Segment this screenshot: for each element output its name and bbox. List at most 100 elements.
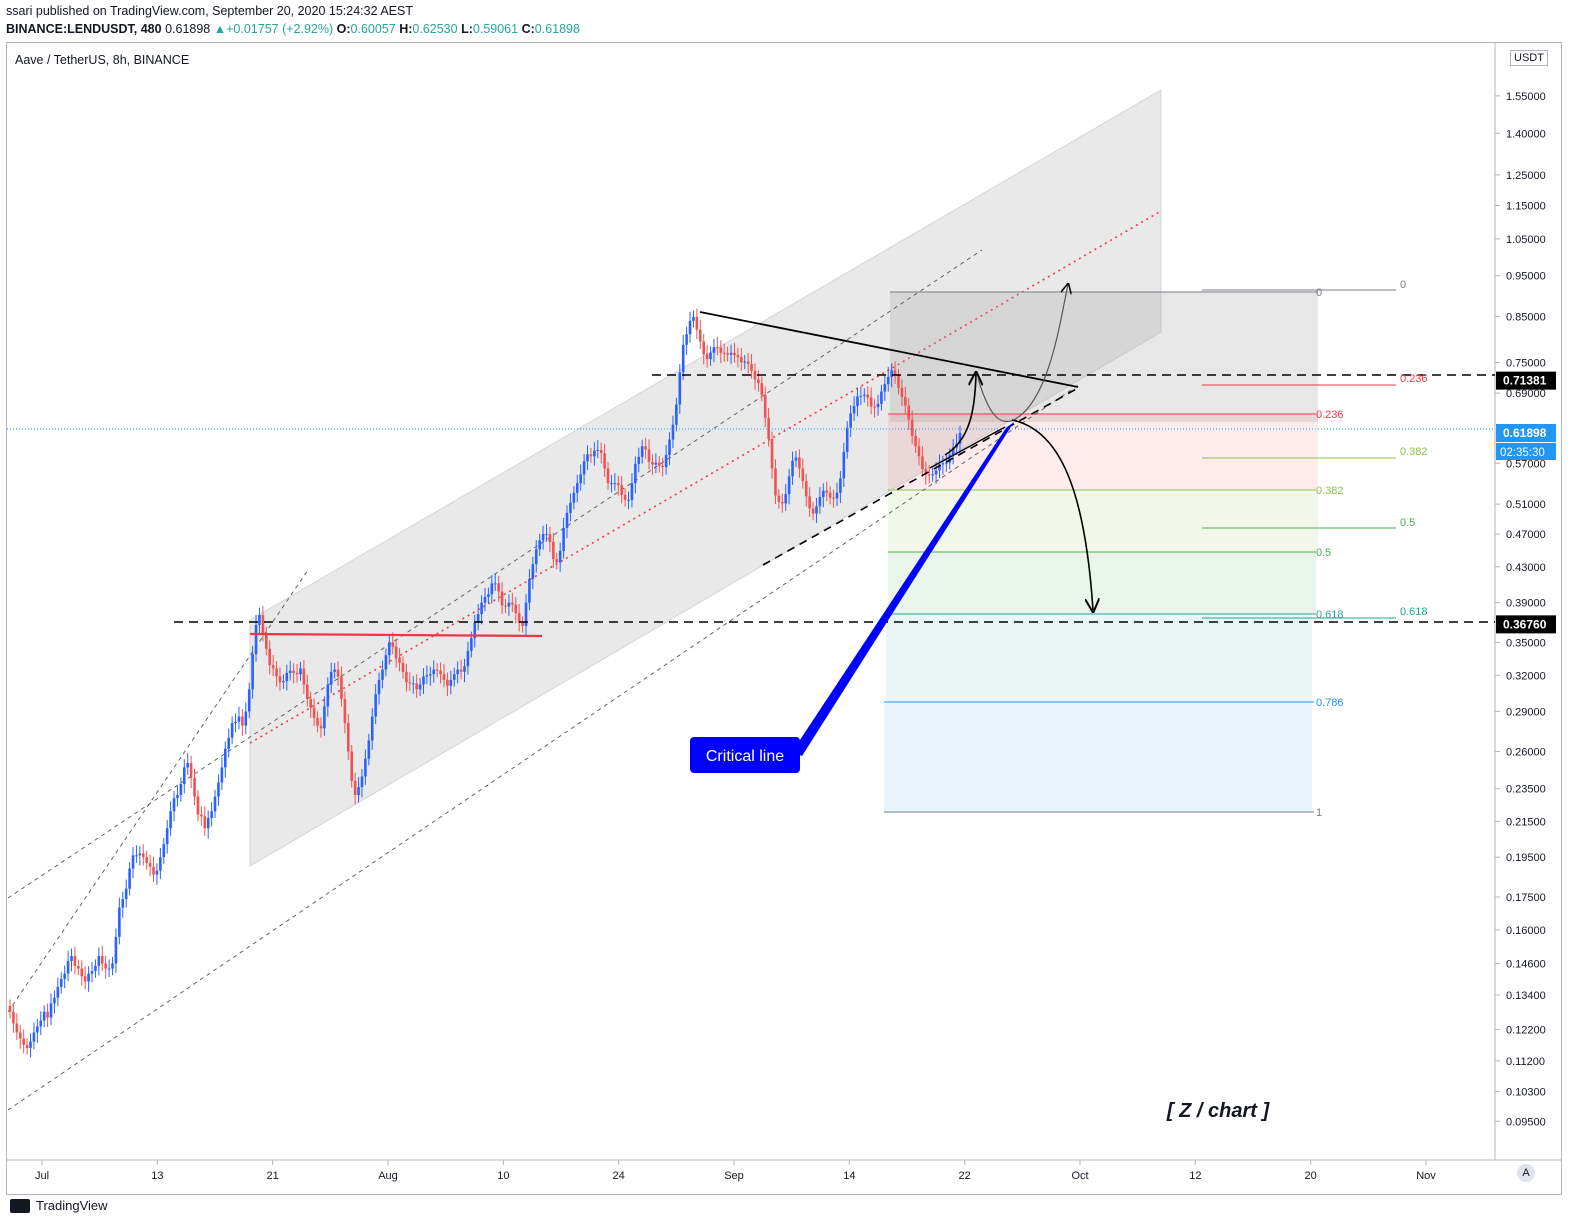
candle: [555, 552, 559, 570]
candlestick-series: [8, 308, 962, 1058]
time-axis[interactable]: Jul 13 21 Aug 10 24 Sep 14 22 Oct 12 20 Nov: [35, 1160, 1436, 1182]
candle: [459, 659, 463, 680]
candle: [538, 533, 541, 556]
fib-label-left: 0.786: [1316, 697, 1344, 709]
candle: [832, 489, 835, 508]
breakout-red-line[interactable]: [249, 632, 543, 638]
candle: [80, 960, 84, 986]
candle: [275, 661, 278, 687]
candle: [579, 464, 582, 491]
autoscale-button[interactable]: A: [1517, 1164, 1535, 1182]
candle: [692, 310, 695, 328]
candle: [951, 439, 955, 465]
candle: [507, 594, 511, 616]
candle: [801, 458, 805, 489]
candle: [729, 344, 733, 365]
critical-line-callout[interactable]: [690, 737, 800, 773]
candle: [360, 768, 364, 798]
candle: [675, 397, 678, 432]
candle: [931, 467, 934, 482]
fib-label-right: 0.5: [1400, 517, 1415, 529]
time-tick-label: Oct: [1071, 1170, 1088, 1182]
time-tick-label: 10: [497, 1170, 509, 1182]
candle: [487, 587, 490, 604]
candle: [83, 966, 87, 990]
candle: [712, 338, 716, 363]
close-value: 0.61898: [534, 22, 580, 36]
time-tick-label: Aug: [378, 1170, 398, 1182]
candle: [743, 354, 747, 370]
candle: [114, 928, 118, 973]
candle: [784, 484, 788, 511]
descending-trendline[interactable]: [699, 311, 1079, 388]
candle: [897, 368, 900, 395]
price-axis[interactable]: 1.55000 1.40000 1.25000 1.15000 1.05000 0.950…: [1495, 91, 1546, 1128]
price-tick-label: 1.40000: [1506, 128, 1546, 140]
candle: [384, 648, 388, 677]
candle: [442, 664, 446, 688]
candle: [394, 639, 398, 668]
open-value: 0.60057: [350, 22, 396, 36]
price-tick-label: 1.55000: [1506, 91, 1546, 103]
candle: [907, 398, 911, 430]
candle: [852, 396, 856, 421]
price-tick-label: 0.14600: [1506, 958, 1546, 970]
ascending-trendline[interactable]: [762, 387, 1079, 566]
candle: [200, 806, 203, 826]
price-tick-label: 0.29000: [1506, 706, 1546, 718]
candle: [326, 677, 330, 717]
candle: [25, 1038, 29, 1055]
candle: [333, 663, 336, 679]
fib-label-left: 0.5: [1316, 547, 1331, 559]
candle: [777, 489, 781, 509]
candle: [49, 993, 53, 1026]
candle: [53, 990, 56, 1014]
candle: [859, 386, 863, 405]
candle: [490, 575, 494, 604]
candle: [586, 445, 589, 470]
candle: [193, 768, 196, 806]
candle: [411, 675, 415, 694]
candle: [432, 660, 436, 683]
price-tick-label: 0.95000: [1506, 271, 1546, 283]
candle: [620, 476, 623, 504]
candle: [610, 474, 613, 493]
fib-label-left: 0.236: [1316, 409, 1344, 421]
candle: [839, 470, 842, 504]
candle: [206, 810, 210, 839]
candle: [640, 439, 644, 464]
candle: [914, 429, 917, 453]
candle: [760, 376, 764, 402]
candle: [162, 837, 166, 864]
candle: [688, 311, 692, 343]
candle: [316, 711, 319, 733]
candle: [582, 453, 586, 485]
candle: [449, 670, 453, 695]
candle: [545, 524, 548, 542]
price-tick-label: 0.39000: [1506, 598, 1546, 610]
candle: [138, 846, 142, 866]
candle: [405, 663, 408, 692]
candle: [353, 772, 357, 805]
candle: [111, 956, 114, 976]
svg-text:0.71381: 0.71381: [1503, 374, 1547, 388]
candle: [958, 425, 962, 455]
bearish-scenario-arrow: [1011, 419, 1093, 610]
price-tick-label: 0.23500: [1506, 784, 1546, 796]
time-tick-label: 24: [613, 1170, 625, 1182]
candle: [606, 461, 610, 490]
currency-badge[interactable]: USDT: [1510, 50, 1548, 66]
candle: [804, 473, 808, 507]
candle: [794, 450, 798, 468]
footer: TradingView: [10, 1198, 108, 1213]
candle: [309, 691, 313, 718]
price-tick-label: 0.13400: [1506, 990, 1546, 1002]
fib-label-right: 0.382: [1400, 446, 1428, 458]
candle: [15, 1013, 19, 1041]
candle: [107, 959, 111, 978]
candle: [558, 542, 562, 572]
candle: [599, 442, 603, 464]
chart-frame[interactable]: [6, 42, 1562, 1195]
symbol-label: BINANCE:LENDUSDT, 480: [6, 22, 162, 36]
